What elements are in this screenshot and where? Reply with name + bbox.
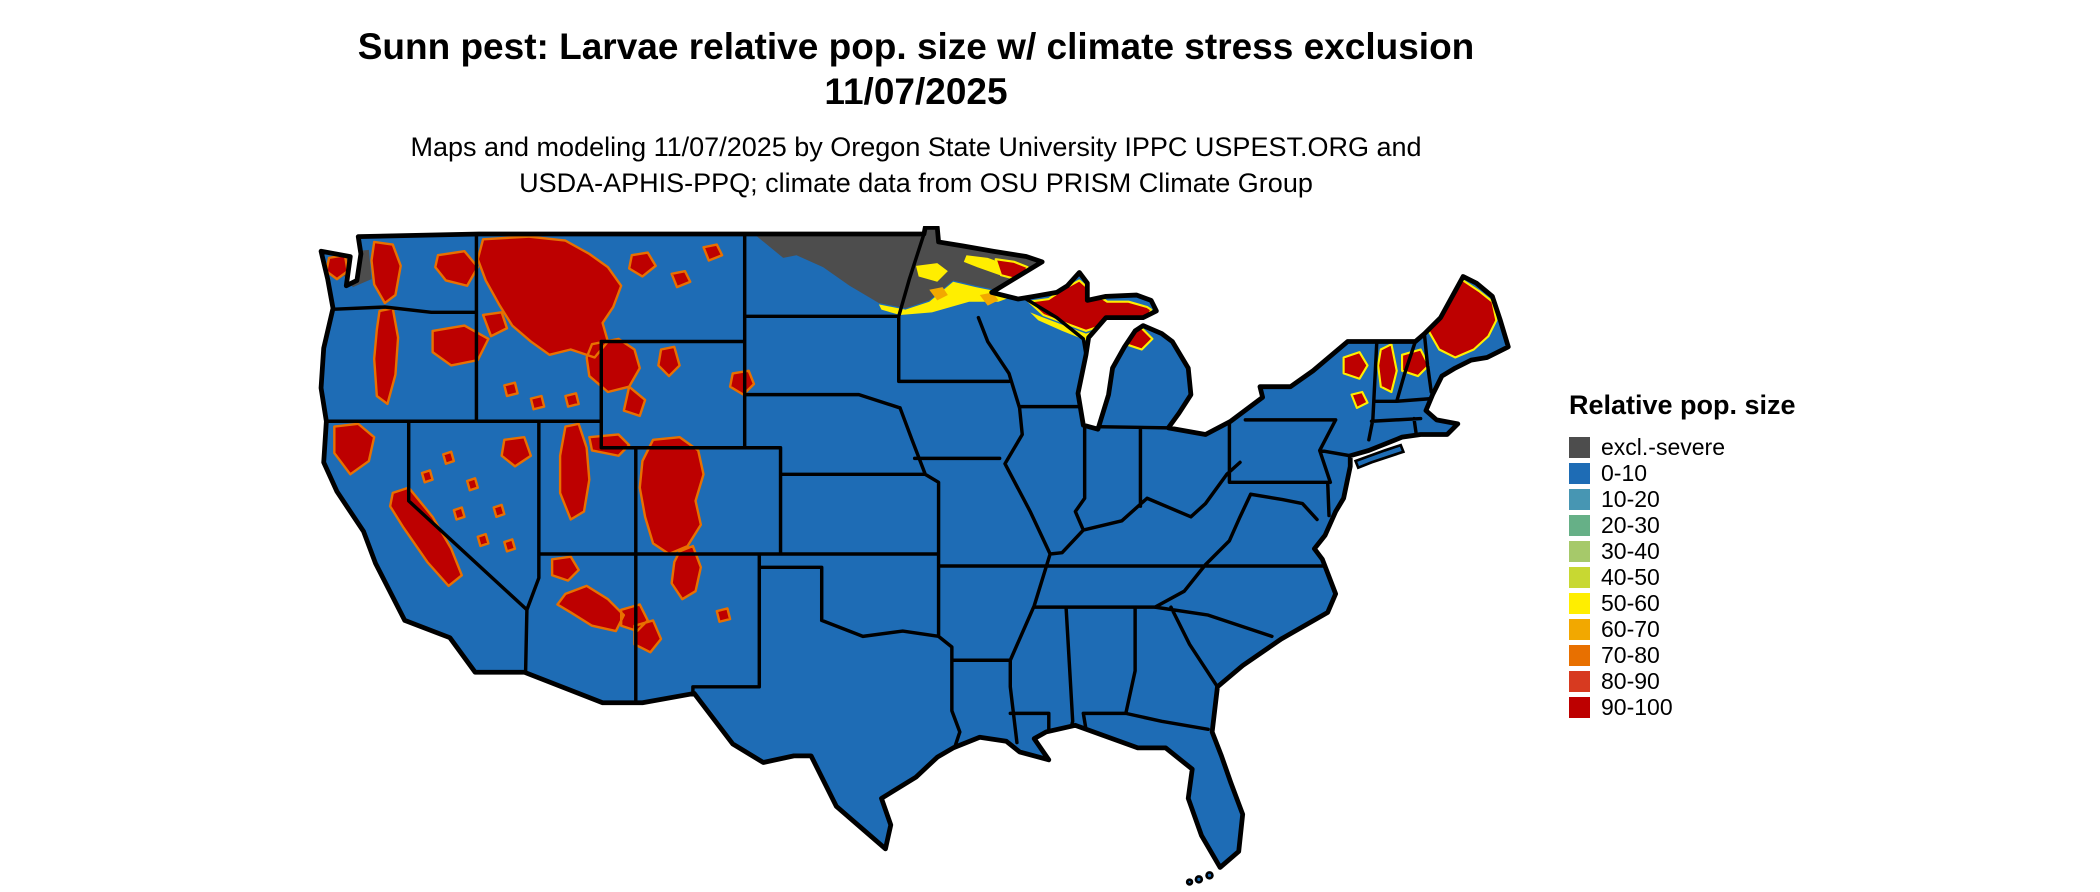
state-borders (321, 232, 1433, 750)
legend-item: 90-100 (1569, 694, 1849, 720)
legend-swatch (1569, 670, 1590, 692)
legend-swatch (1569, 644, 1590, 666)
high-population-patches-west (325, 235, 756, 654)
legend-item: 10-20 (1569, 486, 1849, 512)
legend-label: 80-90 (1601, 667, 1660, 694)
us-map-svg (305, 226, 1527, 886)
legend-swatch (1569, 696, 1590, 718)
legend-title: Relative pop. size (1569, 390, 1796, 420)
legend-item: 0-10 (1569, 460, 1849, 486)
legend-swatch (1569, 618, 1590, 640)
legend-item: 20-30 (1569, 512, 1849, 538)
legend-label: 70-80 (1601, 641, 1660, 668)
legend-label: 60-70 (1601, 615, 1660, 642)
legend-items: excl.-severe 0-10 10-20 20-30 30-40 40-50 50-6… (1569, 434, 1849, 720)
legend-item: 30-40 (1569, 538, 1849, 564)
legend-item: 60-70 (1569, 616, 1849, 642)
legend-label: 40-50 (1601, 563, 1660, 590)
map-subtitle-line1: Maps and modeling 11/07/2025 by Oregon S… (410, 132, 1422, 163)
legend-label: 90-100 (1601, 693, 1673, 720)
legend-label: excl.-severe (1601, 433, 1725, 460)
legend-item: 80-90 (1569, 668, 1849, 694)
legend-label: 10-20 (1601, 485, 1660, 512)
legend-label: 0-10 (1601, 459, 1648, 486)
legend-swatch (1569, 540, 1590, 562)
legend-swatch (1569, 488, 1590, 510)
legend-swatch (1569, 436, 1590, 458)
legend-label: 50-60 (1601, 589, 1660, 616)
legend-item: excl.-severe (1569, 434, 1849, 460)
map-header: Sunn pest: Larvae relative pop. size w/ … (300, 24, 1532, 202)
legend-label: 30-40 (1601, 537, 1660, 564)
long-island (1353, 443, 1406, 470)
page-title-line2: 11/07/2025 (824, 71, 1008, 113)
legend-item: 70-80 (1569, 642, 1849, 668)
legend-item: 40-50 (1569, 564, 1849, 590)
map-subtitle-line2: USDA-APHIS-PPQ; climate data from OSU PR… (519, 167, 1313, 198)
legend-item: 50-60 (1569, 590, 1849, 616)
legend: Relative pop. size excl.-severe 0-10 10-20… (1569, 390, 1849, 720)
legend-swatch (1569, 514, 1590, 536)
legend-label: 20-30 (1601, 511, 1660, 538)
florida-keys (1185, 871, 1214, 886)
us-choropleth-map (305, 226, 1527, 890)
page-title-line1: Sunn pest: Larvae relative pop. size w/ … (357, 26, 1475, 67)
legend-swatch (1569, 462, 1590, 484)
legend-swatch (1569, 566, 1590, 588)
legend-swatch (1569, 592, 1590, 614)
map-subtitle: Maps and modeling 11/07/2025 by Oregon S… (300, 130, 1532, 201)
